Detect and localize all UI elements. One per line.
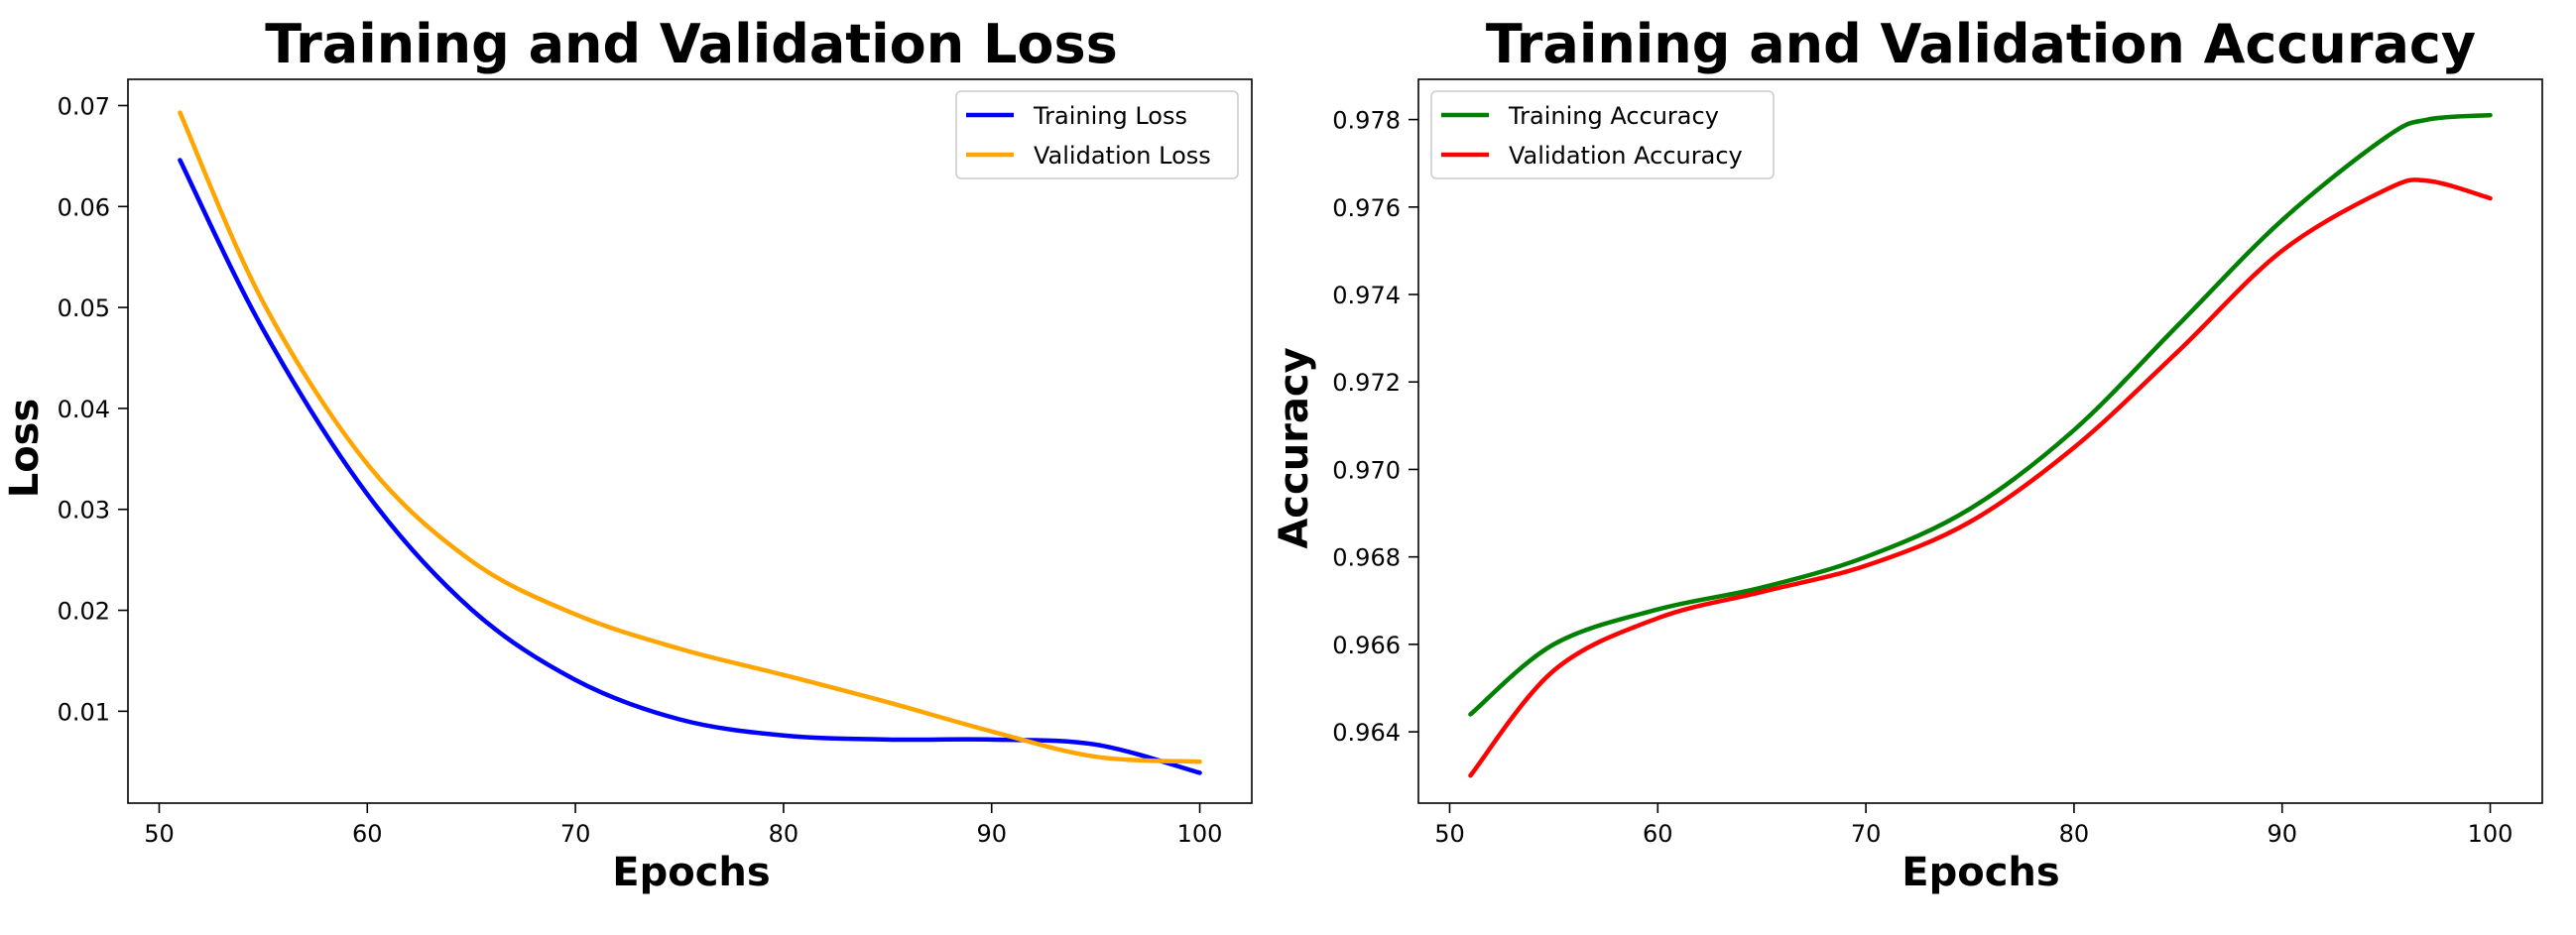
loss-chart-xtick-label: 90 xyxy=(976,820,1007,848)
loss-chart-xtick-label: 80 xyxy=(769,820,799,848)
loss-chart-legend-box xyxy=(955,90,1239,179)
accuracy-chart-panel: Training and Validation Accuracy Epochs … xyxy=(1272,13,2543,895)
accuracy-chart-ytick-label: 0.966 xyxy=(1332,632,1401,659)
accuracy-chart-legend: Training Accuracy Validation Accuracy xyxy=(1430,90,1775,179)
accuracy-chart-series xyxy=(1468,112,2493,778)
loss-chart-legend-label-0: Training Loss xyxy=(1033,102,1187,130)
loss-chart-xtick-label: 70 xyxy=(560,820,591,848)
loss-chart-ytick-label: 0.02 xyxy=(58,598,110,626)
accuracy-chart-xtick-label: 90 xyxy=(2267,820,2297,848)
loss-chart-ytick-label: 0.01 xyxy=(58,698,110,726)
accuracy-chart-legend-label-0: Training Accuracy xyxy=(1508,102,1719,130)
accuracy-chart-title: Training and Validation Accuracy xyxy=(1486,13,2476,75)
accuracy-chart-series-1-line xyxy=(1468,177,2493,778)
accuracy-chart-xtick-label: 100 xyxy=(2468,820,2514,848)
accuracy-chart-ytick-label: 0.972 xyxy=(1332,369,1401,397)
loss-chart-ylabel: Loss xyxy=(2,399,48,499)
accuracy-chart-legend-box xyxy=(1430,90,1775,179)
accuracy-chart-axes-frame xyxy=(1417,78,2543,804)
loss-chart-ytick-label: 0.03 xyxy=(58,497,110,525)
accuracy-chart-legend-label-1: Validation Accuracy xyxy=(1509,142,1743,170)
loss-chart-series-0-line xyxy=(178,158,1202,775)
accuracy-chart-ytick-label: 0.964 xyxy=(1332,719,1401,747)
accuracy-chart-ytick-label: 0.976 xyxy=(1332,194,1401,222)
accuracy-chart-xtick-label: 60 xyxy=(1643,820,1673,848)
loss-chart-ytick-label: 0.06 xyxy=(58,193,110,221)
loss-chart-xtick-label: 50 xyxy=(144,820,175,848)
accuracy-chart-xlabel: Epochs xyxy=(1901,850,2059,895)
loss-chart-ytick-label: 0.05 xyxy=(58,294,110,322)
loss-chart-legend-label-1: Validation Loss xyxy=(1034,142,1211,170)
accuracy-chart-ytick-label: 0.974 xyxy=(1332,282,1401,309)
loss-chart-ytick-label: 0.04 xyxy=(58,396,110,423)
accuracy-chart-ylabel: Accuracy xyxy=(1272,347,1317,548)
accuracy-chart-ticks: 50 60 70 80 90 100 0.964 0.966 0.968 0.970 0.972 0.… xyxy=(1332,107,2513,848)
accuracy-chart-xtick-label: 80 xyxy=(2059,820,2090,848)
accuracy-chart-ytick-label: 0.970 xyxy=(1332,456,1401,484)
loss-chart-series xyxy=(178,110,1202,775)
accuracy-chart-series-0-line xyxy=(1468,112,2493,717)
loss-chart-ticks: 50 60 70 80 90 100 0.01 0.02 0.03 0.04 0.05 0.06 0.0… xyxy=(58,92,1223,848)
loss-chart-xlabel: Epochs xyxy=(612,850,770,895)
loss-chart-panel: Training and Validation Loss Epochs Loss… xyxy=(2,13,1253,895)
loss-chart-xtick-label: 100 xyxy=(1177,820,1223,848)
loss-chart-axes-frame xyxy=(127,78,1253,804)
loss-chart-title: Training and Validation Loss xyxy=(265,13,1118,75)
accuracy-chart-xtick-label: 70 xyxy=(1851,820,1882,848)
loss-chart-legend: Training Loss Validation Loss xyxy=(955,90,1239,179)
accuracy-chart-ytick-label: 0.978 xyxy=(1332,107,1401,135)
loss-chart-series-1-line xyxy=(178,110,1202,764)
loss-chart-xtick-label: 60 xyxy=(352,820,383,848)
accuracy-chart-xtick-label: 50 xyxy=(1434,820,1465,848)
accuracy-chart-ytick-label: 0.968 xyxy=(1332,544,1401,572)
loss-chart-ytick-label: 0.07 xyxy=(58,92,110,120)
